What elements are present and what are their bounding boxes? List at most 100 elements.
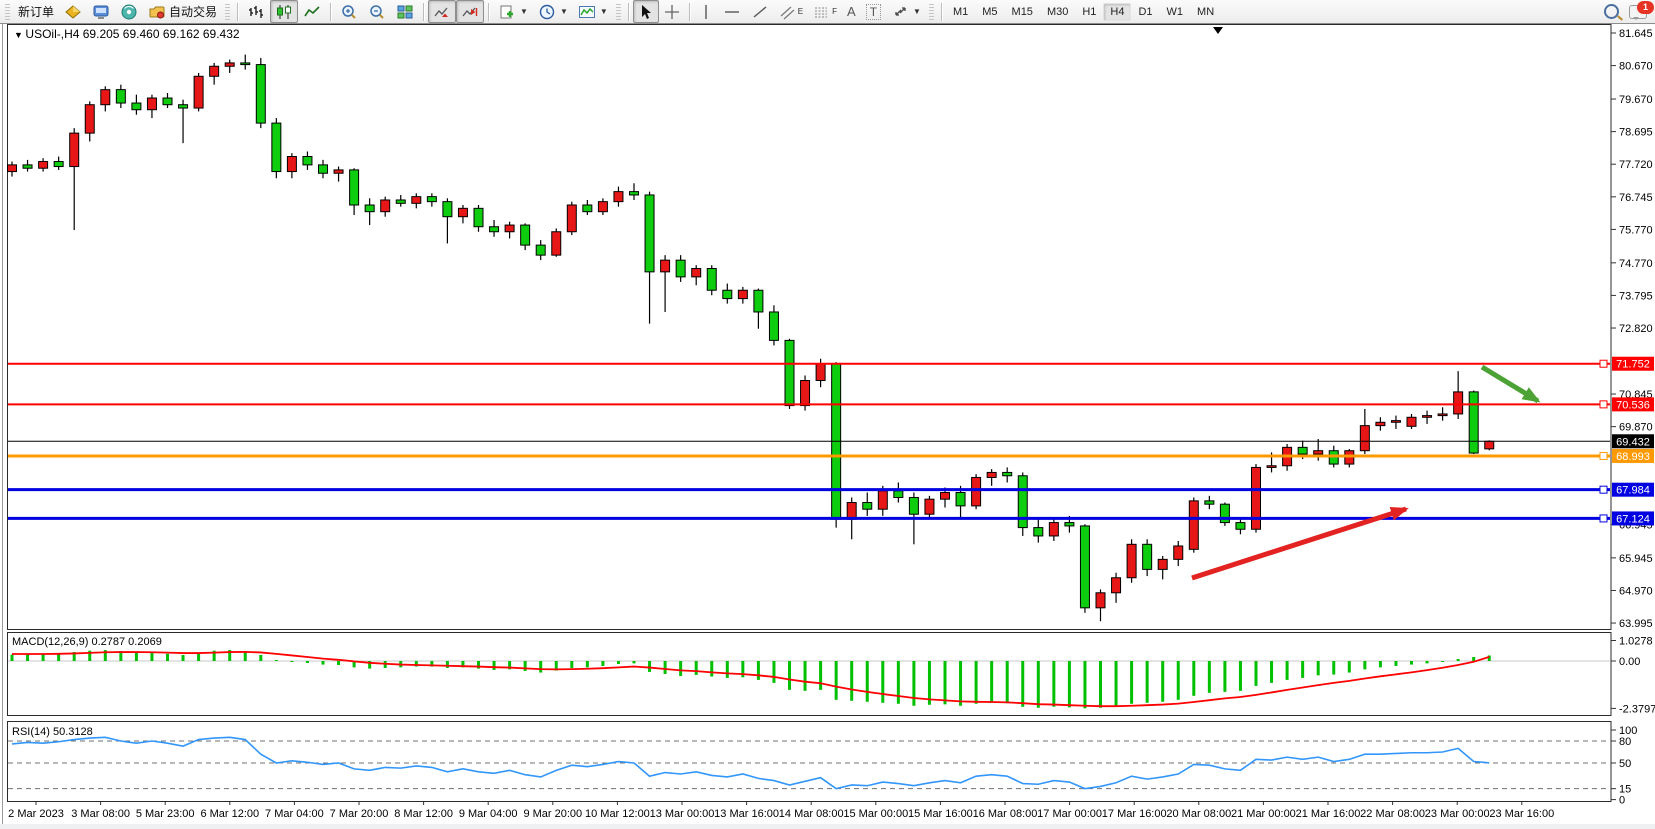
svg-text:65.945: 65.945 <box>1619 553 1653 565</box>
search-icon[interactable] <box>1604 4 1619 19</box>
svg-text:73.795: 73.795 <box>1619 290 1653 302</box>
toolbar-separator <box>627 2 629 21</box>
bar-chart-icon <box>249 5 264 18</box>
vertical-line-tool-button[interactable] <box>694 0 718 23</box>
svg-text:15 Mar 16:00: 15 Mar 16:00 <box>908 808 973 820</box>
line-chart-button[interactable] <box>298 0 326 23</box>
timeframe-m1[interactable]: M1 <box>952 5 969 18</box>
indicators-button[interactable]: ▼ <box>573 0 613 23</box>
price-lines[interactable]: 71.752 70.536 69.432 68.993 67.984 67.124 <box>8 356 1654 526</box>
fibonacci-tool-button[interactable]: F <box>808 0 842 23</box>
price-tag <box>1612 482 1654 497</box>
line-handle[interactable] <box>1599 514 1608 523</box>
line-handle[interactable] <box>1599 451 1608 460</box>
svg-text:1.0278: 1.0278 <box>1619 636 1653 648</box>
svg-text:69.870: 69.870 <box>1619 422 1653 434</box>
svg-text:15 Mar 00:00: 15 Mar 00:00 <box>843 808 908 820</box>
svg-text:23 Mar 16:00: 23 Mar 16:00 <box>1489 808 1554 820</box>
price-chart-svg[interactable]: 81.645 80.670 79.670 78.695 77.720 76.745 75.7… <box>0 24 1655 824</box>
svg-text:75.770: 75.770 <box>1619 224 1653 236</box>
new-chart-button[interactable]: ▼ <box>493 0 533 23</box>
line-handle[interactable] <box>1599 359 1608 368</box>
main-toolbar: 新订单 自动交易 <box>0 0 1655 24</box>
macd-pane-border <box>7 632 1612 716</box>
svg-text:79.670: 79.670 <box>1619 94 1653 106</box>
chevron-down-icon: ▼ <box>913 7 921 16</box>
svg-text:17 Mar 00:00: 17 Mar 00:00 <box>1037 808 1102 820</box>
svg-text:13 Mar 00:00: 13 Mar 00:00 <box>650 808 715 820</box>
zoom-out-button[interactable] <box>363 0 391 23</box>
cursor-tool-button[interactable] <box>632 0 659 23</box>
candlestick-chart-icon <box>277 4 292 19</box>
green-arrow-annotation[interactable] <box>1480 364 1541 404</box>
horizontal-line-tool-button[interactable] <box>718 0 746 23</box>
svg-text:0.00: 0.00 <box>1619 656 1640 668</box>
svg-text:-2.3797: -2.3797 <box>1619 703 1655 715</box>
signal-button[interactable] <box>115 0 143 23</box>
auto-scroll-button[interactable] <box>428 0 457 23</box>
timeframe-h1[interactable]: H1 <box>1082 5 1097 18</box>
crosshair-icon <box>664 4 679 19</box>
new-order-label: 新订单 <box>18 5 55 19</box>
text-tool-button[interactable]: A <box>842 0 861 23</box>
timeframe-m5[interactable]: M5 <box>982 5 998 18</box>
toolbar-separator <box>237 2 239 21</box>
arrows-tool-icon <box>895 6 906 16</box>
text-label-tool-button[interactable]: T <box>861 0 886 23</box>
price-tag <box>1612 511 1654 526</box>
trendline-tool-button[interactable] <box>746 0 774 23</box>
bar-chart-button[interactable] <box>242 0 270 23</box>
chart-shift-marker[interactable] <box>1213 27 1223 34</box>
svg-text:23 Mar 00:00: 23 Mar 00:00 <box>1425 808 1490 820</box>
gold-symbol-button[interactable] <box>59 0 87 23</box>
line-handle[interactable] <box>1599 400 1608 409</box>
price-tag <box>1612 448 1654 463</box>
timeframe-w1[interactable]: W1 <box>1166 5 1184 18</box>
price-tag-label: 67.124 <box>1616 513 1650 525</box>
gold-diamond-icon <box>65 4 81 19</box>
price-tag <box>1612 434 1654 449</box>
chevron-down-icon: ▼ <box>599 7 608 16</box>
fibonacci-tool-label: F <box>832 7 838 16</box>
svg-text:5 Mar 23:00: 5 Mar 23:00 <box>136 808 195 820</box>
chart-title: ▼ USOil-,H4 69.205 69.460 69.162 69.432 <box>14 27 240 41</box>
zoom-out-icon <box>370 4 384 19</box>
timeframe-d1[interactable]: D1 <box>1138 5 1153 18</box>
svg-text:74.770: 74.770 <box>1619 258 1653 270</box>
terminal-button[interactable] <box>87 0 115 23</box>
red-arrow-annotation[interactable] <box>1191 506 1409 581</box>
toolbar-grip <box>928 3 934 20</box>
chart-window[interactable]: 81.645 80.670 79.670 78.695 77.720 76.745 75.7… <box>0 24 1655 824</box>
zoom-in-button[interactable] <box>335 0 363 23</box>
candlestick-chart-button[interactable] <box>270 0 299 23</box>
timeframe-m15[interactable]: M15 <box>1011 5 1033 18</box>
channel-tool-button[interactable]: E <box>774 0 808 23</box>
svg-text:17 Mar 16:00: 17 Mar 16:00 <box>1102 808 1167 820</box>
chart-shift-button[interactable] <box>456 0 485 23</box>
signal-icon <box>121 4 137 19</box>
arrows-tool-button[interactable]: ▼ <box>886 0 926 23</box>
svg-text:13 Mar 16:00: 13 Mar 16:00 <box>714 808 779 820</box>
svg-text:0: 0 <box>1619 795 1625 807</box>
price-tag-label: 71.752 <box>1616 359 1650 371</box>
svg-text:21 Mar 16:00: 21 Mar 16:00 <box>1296 808 1361 820</box>
auto-trading-icon <box>149 6 165 18</box>
vertical-line-icon <box>705 4 707 19</box>
tile-windows-button[interactable] <box>391 0 419 23</box>
chevron-down-icon: ▼ <box>559 7 568 16</box>
crosshair-tool-button[interactable] <box>659 0 685 23</box>
new-order-button[interactable]: 新订单 <box>13 0 59 23</box>
timeframe-h4[interactable]: H4 <box>1103 2 1132 21</box>
timeframe-mn[interactable]: MN <box>1197 5 1215 18</box>
main-pane-border <box>7 24 1612 630</box>
toolbar-separator <box>688 2 690 21</box>
macd-signal-line <box>12 650 1490 708</box>
timeframe-m30[interactable]: M30 <box>1046 5 1069 18</box>
auto-trading-button[interactable]: 自动交易 <box>143 0 222 23</box>
period-button[interactable]: ▼ <box>533 0 573 23</box>
equidistant-channel-icon <box>780 6 795 19</box>
svg-text:7 Mar 04:00: 7 Mar 04:00 <box>265 808 324 820</box>
notifications-icon[interactable]: 1 <box>1629 0 1654 20</box>
line-handle[interactable] <box>1599 485 1608 494</box>
rsi-levels <box>8 740 1610 790</box>
